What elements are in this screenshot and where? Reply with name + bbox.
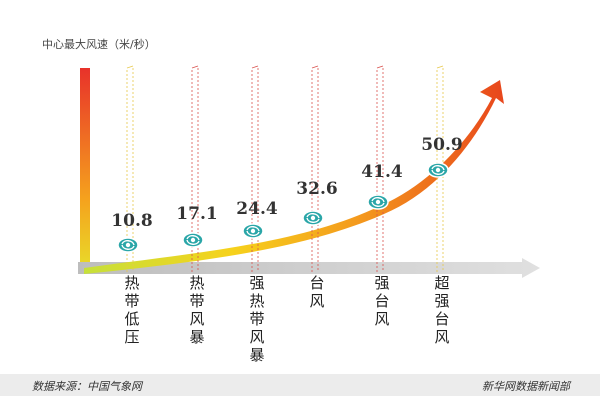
typhoon-marker-icon	[427, 162, 449, 178]
value-label: 24.4	[236, 199, 278, 219]
value-label: 32.6	[296, 179, 337, 199]
source-text: 数据来源：中国气象网	[32, 380, 142, 393]
category-label: 强台风	[374, 274, 390, 328]
category-label: 热带风暴	[189, 274, 205, 346]
category-label: 台风	[309, 274, 325, 310]
guide-cap	[126, 65, 134, 69]
value-label: 17.1	[176, 204, 217, 224]
category-label: 强热带风暴	[249, 274, 265, 364]
typhoon-marker-icon	[182, 232, 204, 248]
typhoon-marker-icon	[302, 210, 324, 226]
typhoon-marker-icon	[242, 223, 264, 239]
footer-bar: 数据来源：中国气象网 新华网数据新闻部	[0, 374, 600, 396]
guide-cap	[376, 65, 384, 69]
value-label: 41.4	[361, 162, 403, 182]
y-axis-bar	[80, 68, 90, 270]
typhoon-marker-icon	[117, 237, 139, 253]
credit-text: 新华网数据新闻部	[482, 380, 570, 393]
guide-cap	[251, 65, 259, 69]
category-label: 超强台风	[434, 274, 450, 346]
x-axis-arrow	[78, 258, 540, 278]
guide-cap	[311, 65, 319, 69]
y-axis-title: 中心最大风速（米/秒）	[42, 38, 156, 51]
typhoon-marker-icon	[367, 194, 389, 210]
value-label: 50.9	[421, 135, 462, 155]
guide-cap	[191, 65, 199, 69]
category-label: 热带低压	[124, 274, 140, 346]
value-label: 10.8	[111, 211, 152, 231]
guide-cap	[436, 65, 444, 69]
